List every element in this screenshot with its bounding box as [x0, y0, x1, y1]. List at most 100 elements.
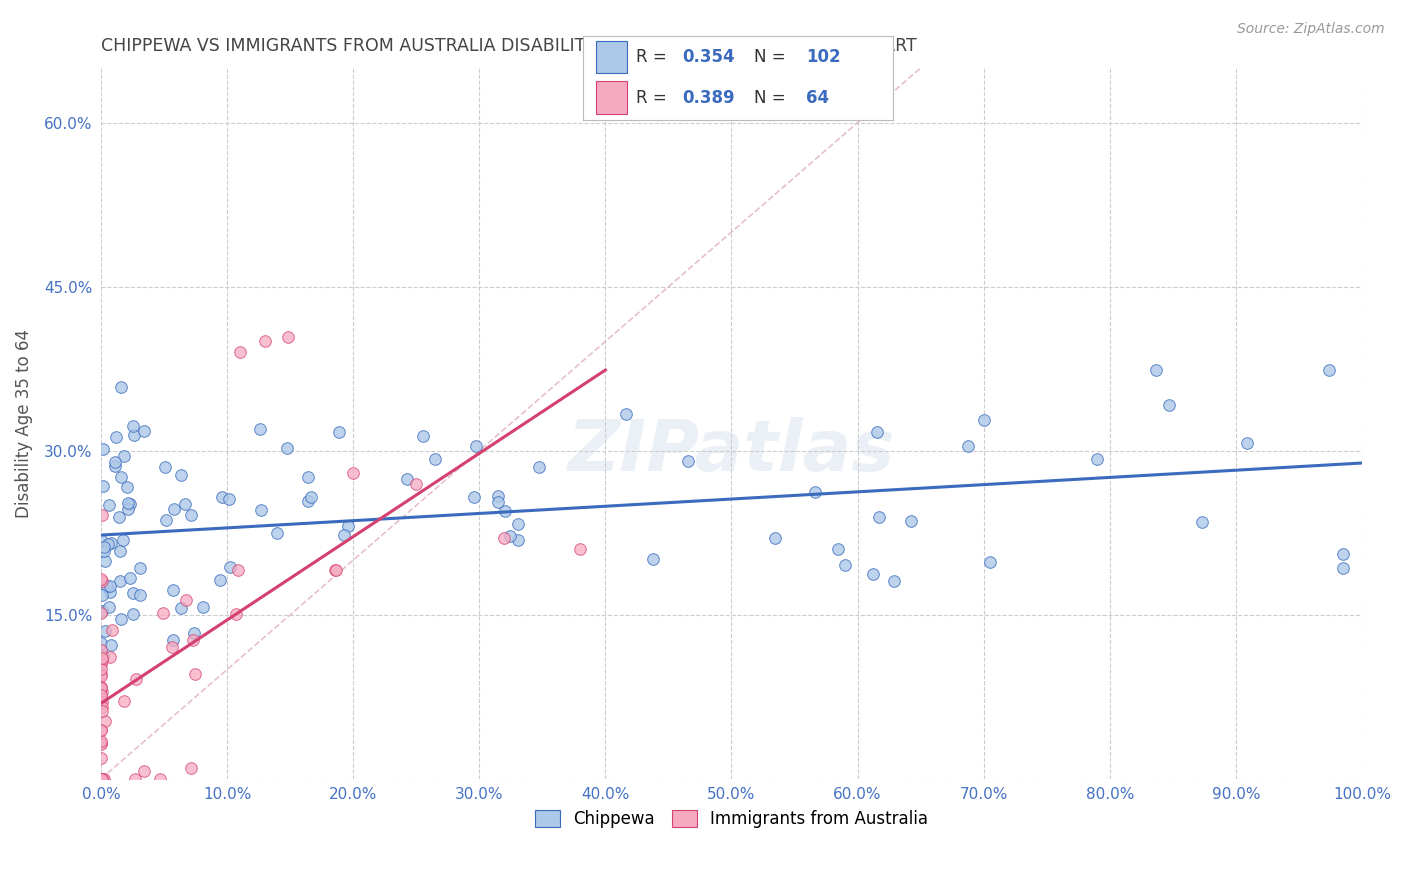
Point [325, 563, 347, 577]
Point [90, 772, 112, 786]
Point [834, 558, 856, 572]
Point [90, 669, 112, 683]
Point [90, 751, 112, 765]
Point [91, 772, 114, 786]
Point [90, 723, 112, 737]
Point [169, 600, 191, 615]
Point [153, 460, 176, 475]
Point [111, 533, 134, 548]
Point [90, 572, 112, 586]
Text: 0.389: 0.389 [682, 89, 735, 107]
Point [506, 533, 529, 547]
Point [108, 544, 131, 558]
Point [180, 508, 202, 522]
Text: N =: N = [754, 89, 790, 107]
Point [218, 491, 240, 506]
Point [122, 427, 145, 442]
Point [90, 736, 112, 750]
Point [129, 560, 152, 574]
Point [333, 528, 356, 542]
Point [90, 666, 112, 681]
Point [94, 554, 117, 568]
Point [494, 531, 516, 545]
Point [90, 772, 112, 786]
Point [90, 606, 112, 620]
Point [162, 632, 184, 647]
Point [97, 498, 120, 512]
Point [219, 560, 242, 574]
Point [93, 478, 115, 492]
Point [90, 772, 112, 786]
Point [328, 425, 350, 439]
Point [494, 504, 516, 518]
Point [276, 442, 298, 456]
Point [117, 496, 139, 510]
Point [678, 454, 700, 468]
Point [100, 536, 122, 550]
Point [93, 442, 115, 457]
Point [90, 681, 112, 695]
Point [209, 573, 232, 587]
Point [129, 588, 152, 602]
Point [90, 772, 112, 786]
Point [1236, 436, 1258, 450]
Point [412, 429, 434, 443]
Point [90, 643, 112, 657]
Point [763, 531, 786, 545]
Point [162, 583, 184, 598]
Point [93, 772, 115, 786]
Point [174, 497, 197, 511]
Point [94, 714, 117, 728]
Point [98, 600, 121, 615]
Point [90, 772, 112, 786]
Text: CHIPPEWA VS IMMIGRANTS FROM AUSTRALIA DISABILITY AGE 35 TO 64 CORRELATION CHART: CHIPPEWA VS IMMIGRANTS FROM AUSTRALIA DI… [101, 37, 917, 55]
Point [93, 544, 115, 558]
Point [124, 772, 146, 786]
Point [104, 430, 127, 444]
Point [110, 470, 132, 484]
Point [425, 452, 447, 467]
Point [91, 508, 114, 523]
Point [170, 468, 193, 483]
Point [866, 425, 889, 440]
Y-axis label: Disability Age 35 to 64: Disability Age 35 to 64 [15, 329, 32, 518]
Point [90, 772, 112, 786]
Point [100, 638, 122, 652]
Point [211, 490, 233, 504]
Point [183, 626, 205, 640]
Point [803, 484, 825, 499]
Point [1317, 362, 1340, 376]
Point [465, 439, 488, 453]
Point [90, 657, 112, 671]
Point [90, 772, 112, 786]
Point [506, 516, 529, 531]
Point [90, 685, 112, 699]
Point [90, 604, 112, 618]
Bar [596, 41, 627, 73]
Point [297, 494, 319, 508]
Point [118, 570, 141, 584]
Point [228, 345, 250, 359]
Bar [596, 81, 627, 113]
Point [323, 563, 346, 577]
Point [94, 624, 117, 638]
Point [463, 491, 485, 505]
Point [112, 449, 135, 463]
Point [90, 533, 112, 548]
Point [96, 579, 118, 593]
Text: ZIPatlas: ZIPatlas [568, 417, 896, 486]
Point [299, 491, 322, 505]
Point [90, 574, 112, 588]
Point [90, 680, 112, 694]
Text: R =: R = [636, 89, 672, 107]
Text: 0.354: 0.354 [682, 48, 735, 66]
Text: 102: 102 [806, 48, 841, 66]
Point [527, 460, 550, 475]
Point [90, 772, 112, 786]
Point [132, 764, 155, 778]
Point [122, 419, 145, 434]
Point [110, 380, 132, 394]
Point [250, 503, 273, 517]
Point [91, 651, 114, 665]
Point [641, 552, 664, 566]
